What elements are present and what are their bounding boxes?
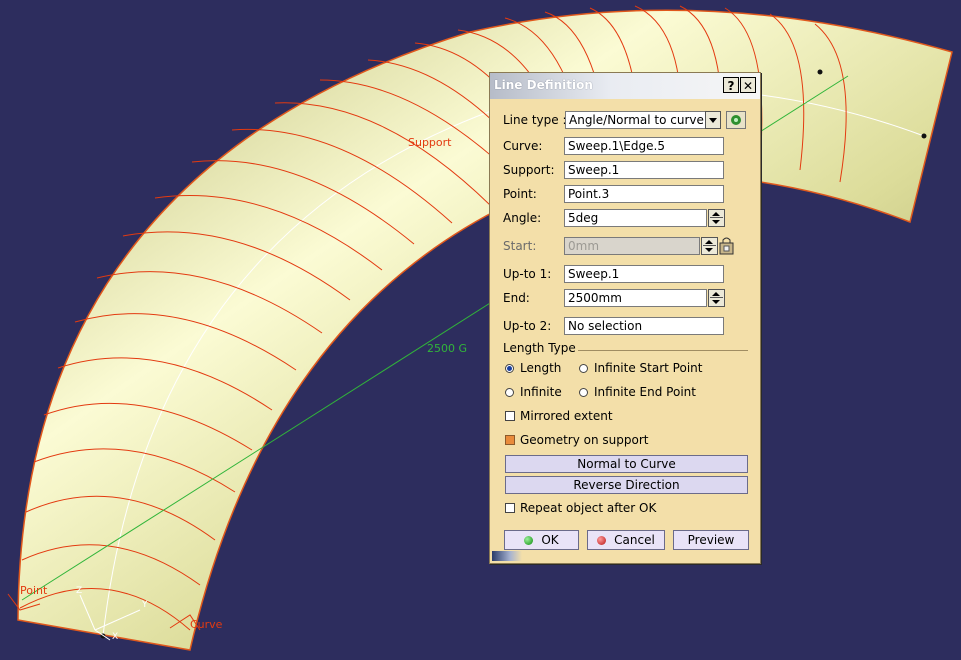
mirrored-extent-label[interactable]: Mirrored extent [520,409,613,423]
support-field[interactable]: Sweep.1 [564,161,724,179]
upto1-field[interactable]: Sweep.1 [564,265,724,283]
point-marker-icon [7,593,201,631]
support-label: Support: [503,163,555,177]
repeat-object-checkbox[interactable] [505,503,515,513]
length-radio[interactable] [505,364,514,373]
geometry-on-support-label[interactable]: Geometry on support [520,433,649,447]
resize-grip[interactable] [492,551,522,561]
infinite-end-radio[interactable] [579,388,588,397]
angle-label: Angle: [503,211,542,225]
length-label: 2500 G [427,342,468,355]
length-type-divider [578,350,748,351]
help-button[interactable]: ? [723,77,739,93]
reverse-direction-button[interactable]: Reverse Direction [505,476,748,494]
infinite-start-label[interactable]: Infinite Start Point [594,361,703,375]
axis-x-label: X [112,632,119,642]
close-button[interactable]: ✕ [740,77,756,93]
point-label: Point [20,584,48,597]
upper-point[interactable] [817,69,823,75]
end-field[interactable]: 2500mm [564,289,707,307]
line-type-row: Line type : Angle/Normal to curve [503,111,753,131]
length-type-label: Length Type [503,341,576,355]
curve-label: Curve: [503,139,543,153]
line-type-label: Line type : [503,113,567,127]
title-bar[interactable]: Line Definition ? ✕ [490,73,760,99]
line-type-select[interactable]: Angle/Normal to curve [565,111,711,129]
length-radio-label[interactable]: Length [520,361,562,375]
start-field: 0mm [564,237,700,255]
chevron-down-icon[interactable] [705,111,721,129]
end-label: End: [503,291,530,305]
point-field[interactable]: Point.3 [564,185,724,203]
red-light-icon [597,536,607,545]
guide-curve [102,88,925,637]
axis-triad [79,594,141,641]
upto2-field[interactable]: No selection [564,317,724,335]
axis-z-label: Z [76,586,83,596]
end-spinner[interactable] [708,289,725,307]
green-light-icon [524,536,534,545]
infinite-radio-label[interactable]: Infinite [520,385,562,399]
end-point[interactable] [921,133,927,139]
start-spinner [701,237,718,255]
repeat-object-label[interactable]: Repeat object after OK [520,501,657,515]
mirrored-extent-checkbox[interactable] [505,411,515,421]
upto1-label: Up-to 1: [503,267,552,281]
cancel-button[interactable]: Cancel [587,530,665,550]
axis-y-label: Y [142,600,148,610]
upto2-label: Up-to 2: [503,319,552,333]
cube-icon[interactable] [726,111,746,129]
curve-label: Curve [190,618,223,631]
angle-spinner[interactable] [708,209,725,227]
infinite-radio[interactable] [505,388,514,397]
normal-to-curve-button[interactable]: Normal to Curve [505,455,748,473]
infinite-start-radio[interactable] [579,364,588,373]
dialog-title: Line Definition [494,78,593,92]
start-label: Start: [503,239,537,253]
infinite-end-label[interactable]: Infinite End Point [594,385,696,399]
ok-button[interactable]: OK [504,530,579,550]
cancel-label: Cancel [614,533,655,547]
line-definition-dialog: Line Definition ? ✕ Line type : Angle/No… [489,72,761,564]
angle-field[interactable]: 5deg [564,209,707,227]
sweep-surface[interactable] [17,9,953,651]
preview-button[interactable]: Preview [673,530,749,550]
point-label: Point: [503,187,537,201]
ok-label: OK [541,533,559,547]
curve-field[interactable]: Sweep.1\Edge.5 [564,137,724,155]
locked-parameter-icon[interactable] [719,237,735,255]
support-label: Support [408,136,452,149]
geometry-on-support-checkbox[interactable] [505,435,515,445]
